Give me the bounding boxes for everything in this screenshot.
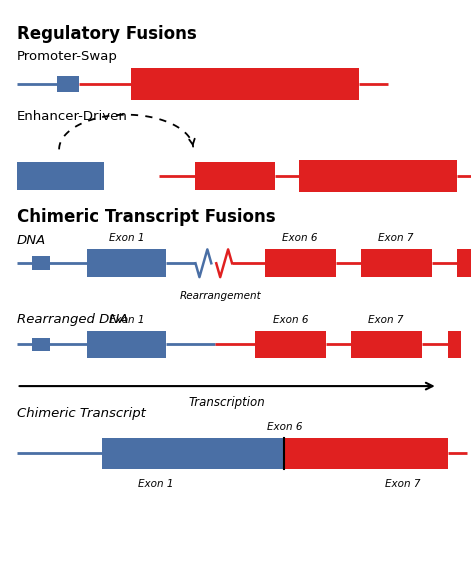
Bar (358, 438, 447, 469)
Text: Exon 1: Exon 1 (138, 479, 173, 489)
Text: DNA: DNA (17, 234, 46, 247)
Bar (17, 162, 104, 190)
Text: Exon 6: Exon 6 (273, 315, 308, 325)
Text: Promoter-Swap: Promoter-Swap (17, 50, 118, 64)
Text: Transcription: Transcription (189, 396, 265, 409)
Text: Exon 7: Exon 7 (385, 479, 421, 489)
Bar (361, 250, 432, 277)
Bar (87, 250, 166, 277)
Text: Enhancer-Driven: Enhancer-Driven (17, 110, 128, 123)
Text: Regulatory Fusions: Regulatory Fusions (17, 24, 196, 43)
Text: Exon 1: Exon 1 (109, 233, 144, 244)
Bar (87, 331, 166, 359)
Text: Exon 7: Exon 7 (378, 233, 414, 244)
Bar (32, 338, 50, 352)
Text: Chimeric Transcript Fusions: Chimeric Transcript Fusions (17, 208, 275, 226)
Bar (101, 438, 210, 469)
Bar (255, 331, 326, 359)
Bar (351, 331, 422, 359)
Text: Rearranged DNA: Rearranged DNA (17, 313, 128, 326)
Bar (131, 68, 358, 100)
Bar (32, 257, 50, 270)
Bar (57, 76, 79, 92)
Bar (195, 162, 274, 190)
Bar (264, 250, 336, 277)
Text: Rearrangement: Rearrangement (179, 291, 261, 301)
Bar (299, 160, 457, 192)
Bar (447, 331, 461, 359)
Text: Exon 6: Exon 6 (283, 233, 318, 244)
Text: Exon 1: Exon 1 (109, 315, 144, 325)
Text: Exon 6: Exon 6 (267, 422, 302, 431)
Text: Chimeric Transcript: Chimeric Transcript (17, 407, 146, 420)
Bar (457, 250, 471, 277)
Text: Exon 7: Exon 7 (368, 315, 404, 325)
Bar (284, 438, 358, 469)
Bar (210, 438, 284, 469)
